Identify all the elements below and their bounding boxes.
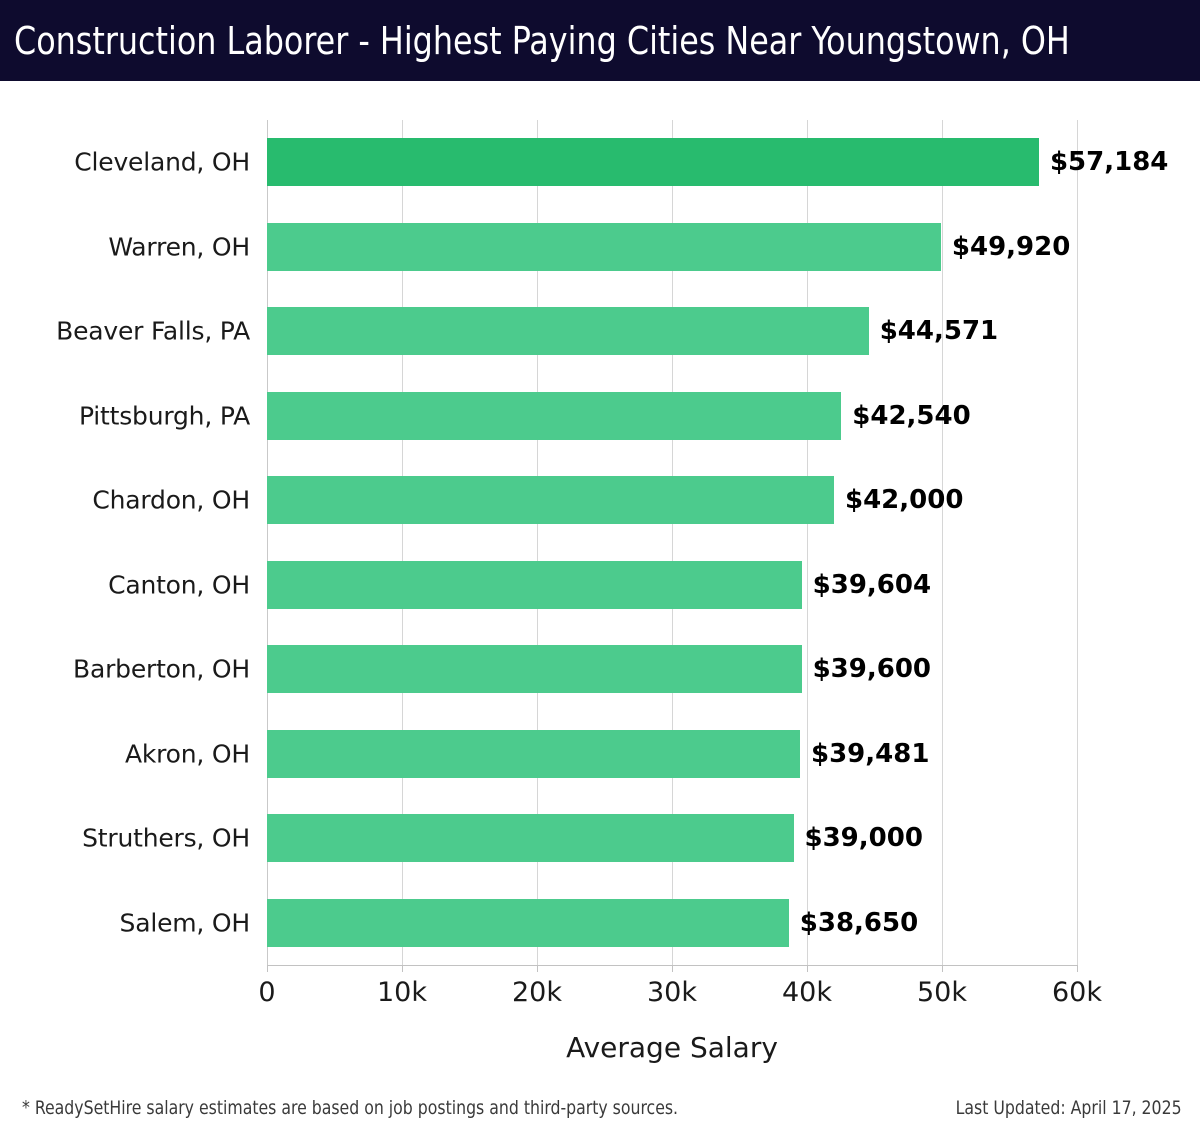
category-label: Beaver Falls, PA bbox=[56, 316, 250, 346]
bar bbox=[267, 307, 869, 356]
category-label: Chardon, OH bbox=[92, 485, 250, 515]
category-label: Canton, OH bbox=[108, 570, 250, 600]
chart-title-bar: Construction Laborer - Highest Paying Ci… bbox=[0, 0, 1200, 81]
x-tick-label: 60k bbox=[1052, 977, 1102, 1008]
category-label: Pittsburgh, PA bbox=[78, 401, 250, 431]
bar-value-label: $42,540 bbox=[852, 400, 971, 431]
chart-row: Akron, OH $39,481 bbox=[0, 712, 1200, 797]
bar bbox=[267, 560, 802, 609]
bar-value-label: $39,600 bbox=[812, 654, 932, 685]
bar bbox=[267, 729, 800, 778]
category-label: Salem, OH bbox=[119, 908, 251, 938]
tick-mark bbox=[537, 965, 538, 972]
gridline bbox=[807, 120, 808, 965]
tick-mark bbox=[267, 965, 268, 972]
bar-value-label: $38,650 bbox=[799, 907, 919, 938]
bar-value-label: $49,920 bbox=[951, 231, 1071, 262]
category-label: Struthers, OH bbox=[82, 823, 250, 853]
chart-row: Canton, OH $39,604 bbox=[0, 543, 1200, 628]
bar-value-label: $44,571 bbox=[879, 316, 999, 347]
chart-row: Salem, OH $38,650 bbox=[0, 881, 1200, 966]
footer-last-updated: Last Updated: April 17, 2025 bbox=[956, 1097, 1182, 1119]
gridline bbox=[1077, 120, 1078, 965]
x-axis-title: Average Salary bbox=[566, 1031, 778, 1064]
category-label: Warren, OH bbox=[108, 232, 250, 262]
chart-row: Barberton, OH $39,600 bbox=[0, 627, 1200, 712]
x-tick-label: 0 bbox=[258, 977, 276, 1008]
plot-area bbox=[267, 120, 1078, 965]
chart-row: Struthers, OH $39,000 bbox=[0, 796, 1200, 881]
bar bbox=[267, 645, 802, 694]
x-tick-label: 50k bbox=[917, 977, 967, 1008]
chart-row: Pittsburgh, PA $42,540 bbox=[0, 374, 1200, 459]
bar-value-label: $39,000 bbox=[804, 823, 923, 854]
footer-disclaimer: * ReadySetHire salary estimates are base… bbox=[22, 1097, 679, 1119]
category-label: Cleveland, OH bbox=[74, 147, 250, 177]
tick-mark bbox=[402, 965, 403, 972]
bar-value-label: $39,604 bbox=[812, 569, 932, 600]
category-label: Akron, OH bbox=[124, 739, 250, 769]
bar bbox=[267, 898, 789, 947]
bar bbox=[267, 476, 834, 525]
gridline bbox=[672, 120, 673, 965]
x-tick-label: 10k bbox=[377, 977, 427, 1008]
chart-row: Chardon, OH $42,000 bbox=[0, 458, 1200, 543]
bar bbox=[267, 138, 1039, 187]
chart-row: Warren, OH $49,920 bbox=[0, 205, 1200, 290]
gridline bbox=[402, 120, 403, 965]
bar-value-label: $57,184 bbox=[1049, 147, 1169, 178]
bar-value-label: $39,481 bbox=[810, 738, 930, 769]
tick-mark bbox=[807, 965, 808, 972]
gridline bbox=[267, 120, 268, 965]
chart-canvas: Cleveland, OH $57,184 Warren, OH $49,920 Bea… bbox=[0, 81, 1200, 1140]
bar bbox=[267, 391, 842, 440]
tick-mark bbox=[942, 965, 943, 972]
gridline bbox=[942, 120, 943, 965]
bar-value-label: $42,000 bbox=[845, 485, 964, 516]
gridline bbox=[537, 120, 538, 965]
bar bbox=[267, 222, 941, 271]
x-tick-label: 20k bbox=[512, 977, 562, 1008]
x-tick-label: 30k bbox=[647, 977, 697, 1008]
category-label: Barberton, OH bbox=[73, 654, 250, 684]
x-tick-label: 40k bbox=[782, 977, 832, 1008]
tick-mark bbox=[1077, 965, 1078, 972]
chart-row: Cleveland, OH $57,184 bbox=[0, 120, 1200, 205]
bar bbox=[267, 814, 794, 863]
page-title: Construction Laborer - Highest Paying Ci… bbox=[14, 18, 1070, 63]
chart-row: Beaver Falls, PA $44,571 bbox=[0, 289, 1200, 374]
tick-mark bbox=[672, 965, 673, 972]
